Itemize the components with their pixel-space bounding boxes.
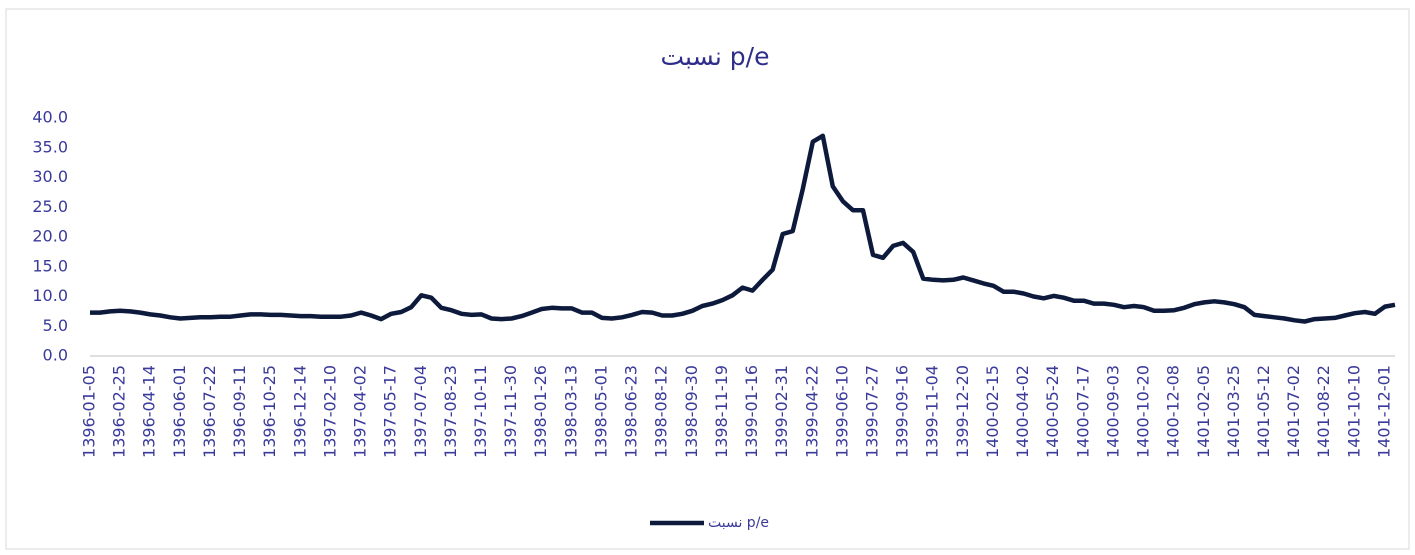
x-tick-label: 1398-09-30	[682, 365, 701, 458]
y-tick-label: 5.0	[43, 316, 68, 335]
x-tick-label: 1399-01-16	[742, 365, 761, 458]
x-tick-label: 1397-10-11	[471, 365, 490, 458]
x-tick-label: 1396-06-01	[170, 365, 189, 458]
x-tick-label: 1398-01-26	[531, 365, 550, 458]
x-tick-label: 1401-02-05	[1194, 365, 1213, 458]
x-tick-label: 1398-03-13	[561, 365, 580, 458]
x-tick-label: 1400-09-03	[1103, 365, 1122, 458]
x-tick-label: 1399-06-10	[832, 365, 851, 458]
x-tick-label: 1400-07-17	[1073, 365, 1092, 458]
x-tick-label: 1401-07-02	[1284, 365, 1303, 458]
x-tick-label: 1396-09-11	[230, 365, 249, 458]
y-tick-label: 40.0	[32, 108, 68, 127]
x-tick-label: 1400-04-02	[1013, 365, 1032, 458]
x-tick-label: 1398-06-23	[622, 365, 641, 458]
legend-label: نسبت p/e	[708, 515, 769, 531]
y-tick-label: 30.0	[32, 167, 68, 186]
chart-frame	[5, 8, 1410, 550]
y-tick-label: 25.0	[32, 197, 68, 216]
x-tick-label: 1398-05-01	[591, 365, 610, 458]
x-tick-label: 1397-02-10	[320, 365, 339, 458]
x-tick-label: 1399-04-22	[802, 365, 821, 458]
x-tick-label: 1399-12-20	[953, 365, 972, 458]
x-tick-label: 1399-02-31	[772, 365, 791, 458]
x-tick-label: 1398-08-12	[652, 365, 671, 458]
y-tick-label: 15.0	[32, 256, 68, 275]
x-tick-label: 1400-05-24	[1043, 365, 1062, 458]
x-tick-label: 1399-07-27	[863, 365, 882, 458]
x-tick-label: 1397-08-23	[441, 365, 460, 458]
x-tick-label: 1396-10-25	[260, 365, 279, 458]
y-tick-label: 35.0	[32, 137, 68, 156]
x-tick-label: 1397-11-30	[501, 365, 520, 458]
y-tick-label: 0.0	[43, 346, 68, 365]
x-tick-label: 1397-07-04	[411, 365, 430, 458]
x-tick-label: 1399-11-04	[923, 365, 942, 458]
x-tick-label: 1396-02-25	[110, 365, 129, 458]
y-tick-label: 10.0	[32, 286, 68, 305]
x-tick-label: 1396-07-22	[200, 365, 219, 458]
x-tick-label: 1400-02-15	[983, 365, 1002, 458]
x-tick-label: 1397-05-17	[381, 365, 400, 458]
x-tick-label: 1400-10-20	[1134, 365, 1153, 458]
chart-title: نسبت p/e	[661, 42, 770, 71]
x-tick-label: 1401-10-10	[1344, 365, 1363, 458]
x-tick-label: 1398-11-19	[712, 365, 731, 458]
x-tick-label: 1396-12-14	[290, 365, 309, 458]
line-series	[90, 133, 1396, 324]
x-tick-label: 1401-05-12	[1254, 365, 1273, 458]
x-tick-label: 1400-12-08	[1164, 365, 1183, 458]
x-tick-label: 1401-03-25	[1224, 365, 1243, 458]
x-tick-label: 1399-09-16	[893, 365, 912, 458]
x-tick-label: 1401-08-22	[1314, 365, 1333, 458]
x-tick-label: 1396-01-05	[80, 365, 99, 458]
y-tick-label: 20.0	[32, 227, 68, 246]
x-tick-label: 1396-04-14	[140, 365, 159, 458]
x-tick-label: 1397-04-02	[351, 365, 370, 458]
x-tick-label: 1401-12-01	[1374, 365, 1393, 458]
